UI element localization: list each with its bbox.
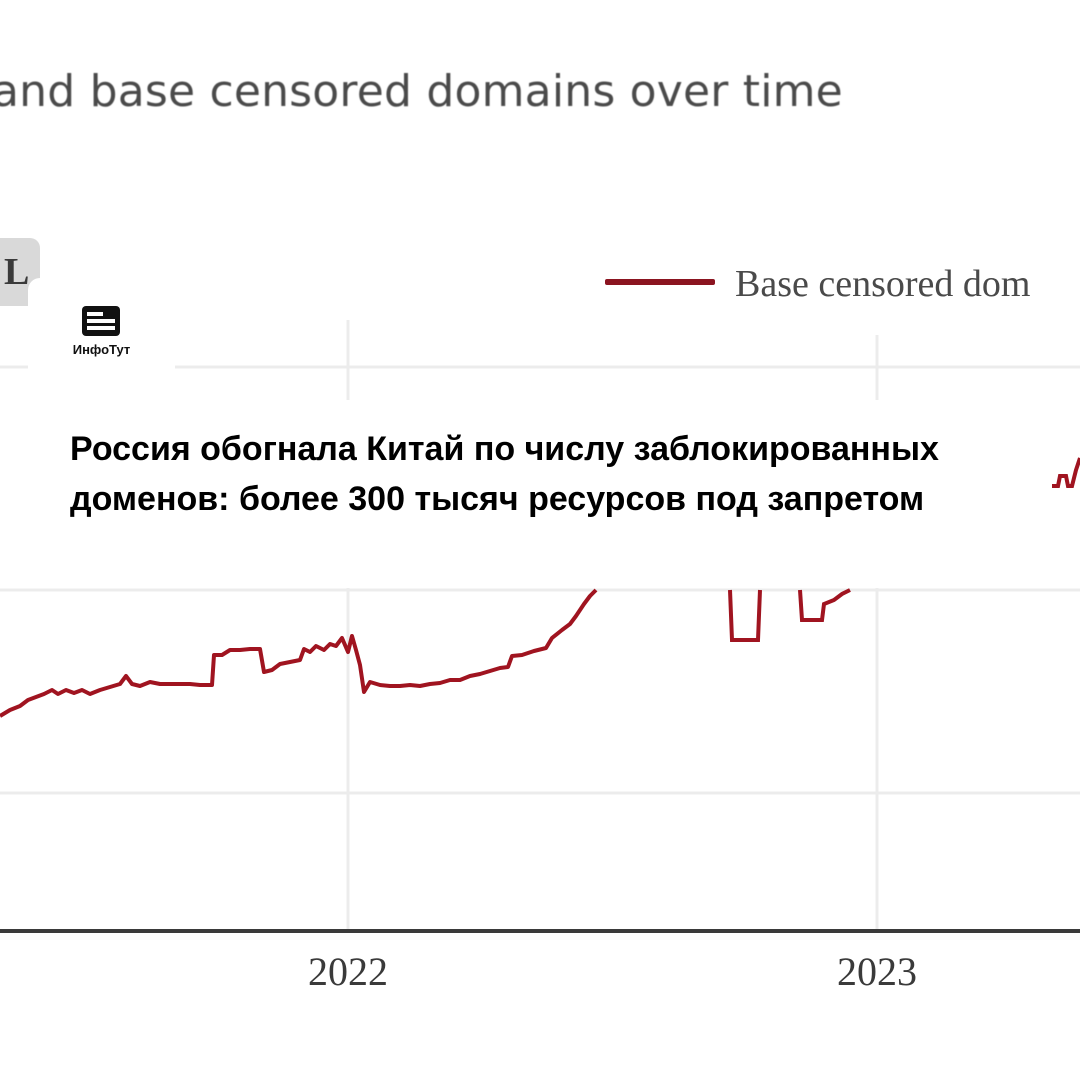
series-line-base-censored-domains: [0, 588, 598, 718]
brand-logo[interactable]: ИнфоТут: [28, 278, 175, 380]
headline-card: Россия обогнала Китай по числу заблокиро…: [28, 400, 1050, 588]
corner-badge-label: L: [4, 251, 30, 293]
series-line-base-censored-domains-right: [1052, 457, 1080, 488]
series-line-base-censored-domains-dip: [728, 589, 762, 642]
legend-line-swatch: [605, 279, 715, 285]
x-tick-2022: 2022: [308, 949, 388, 994]
legend-label: Base censored dom: [735, 263, 1031, 305]
headline: Россия обогнала Китай по числу заблокиро…: [70, 430, 939, 518]
brand-name: ИнфоТут: [72, 342, 131, 357]
x-tick-2023: 2023: [837, 949, 917, 994]
series-line-base-censored-domains-dip-2: [798, 588, 851, 622]
news-icon: [82, 306, 120, 336]
chart-title: and base censored domains over time: [0, 66, 843, 117]
legend: Base censored dom: [575, 254, 1080, 316]
